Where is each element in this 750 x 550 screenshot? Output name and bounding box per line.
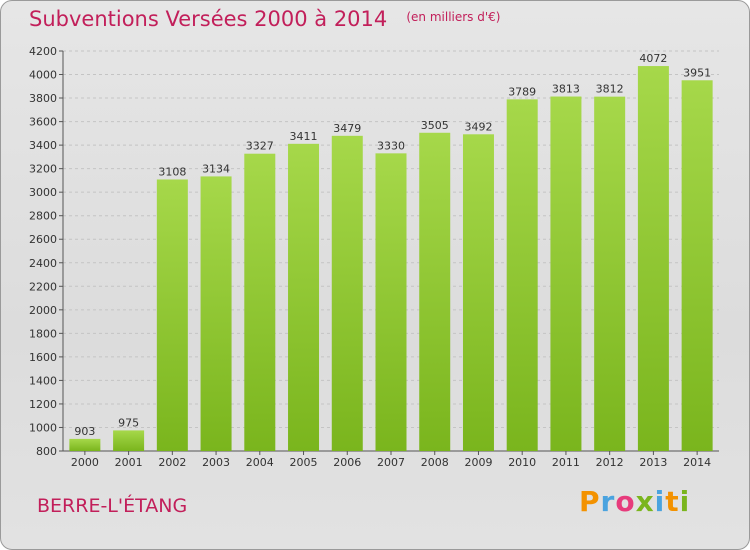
y-tick-label: 3000	[29, 186, 57, 199]
bar	[419, 132, 451, 451]
logo-letter: r	[600, 485, 616, 518]
bar-value-label: 975	[118, 416, 139, 429]
y-tick-label: 4200	[29, 45, 57, 58]
y-tick-label: 3400	[29, 139, 57, 152]
bar	[462, 134, 494, 451]
bar-value-label: 3789	[508, 85, 536, 98]
bar-value-label: 3492	[464, 120, 492, 133]
x-tick-label: 2009	[464, 456, 492, 469]
x-tick-label: 2011	[552, 456, 580, 469]
x-tick-label: 2014	[683, 456, 711, 469]
y-tick-label: 2400	[29, 257, 57, 270]
bar-value-label: 3134	[202, 162, 230, 175]
logo-letter: i	[654, 485, 666, 518]
x-tick-label: 2007	[377, 456, 405, 469]
y-tick-label: 1800	[29, 327, 57, 340]
bar-value-label: 903	[74, 425, 95, 438]
logo-letter: i	[679, 485, 691, 518]
bar	[681, 80, 713, 451]
x-tick-label: 2008	[421, 456, 449, 469]
chart-title: Subventions Versées 2000 à 2014	[29, 7, 388, 31]
y-tick-label: 2800	[29, 210, 57, 223]
bar-value-label: 3479	[333, 122, 361, 135]
bar	[506, 99, 538, 452]
x-tick-label: 2004	[246, 456, 274, 469]
y-tick-label: 4000	[29, 69, 57, 82]
x-tick-label: 2003	[202, 456, 230, 469]
bar	[113, 430, 145, 451]
logo-letter: x	[635, 485, 655, 518]
bar-value-label: 3411	[290, 130, 318, 143]
y-tick-label: 2000	[29, 304, 57, 317]
x-tick-label: 2012	[596, 456, 624, 469]
x-tick-label: 2006	[333, 456, 361, 469]
logo-letter: P	[579, 485, 601, 518]
x-tick-label: 2013	[639, 456, 667, 469]
bar	[156, 179, 188, 451]
x-tick-label: 2005	[290, 456, 318, 469]
x-tick-label: 2002	[158, 456, 186, 469]
bar	[200, 176, 232, 452]
y-tick-label: 3600	[29, 116, 57, 129]
logo-letter: o	[615, 485, 636, 518]
bar-value-label: 3812	[596, 83, 624, 96]
bar	[244, 153, 276, 452]
y-tick-label: 800	[36, 445, 57, 458]
bar-value-label: 3951	[683, 66, 711, 79]
x-tick-label: 2000	[71, 456, 99, 469]
bar-value-label: 4072	[639, 52, 667, 65]
y-tick-label: 2200	[29, 280, 57, 293]
title-row: Subventions Versées 2000 à 2014 (en mill…	[29, 7, 500, 31]
y-tick-label: 1400	[29, 374, 57, 387]
bar	[288, 143, 320, 451]
bar-value-label: 3505	[421, 119, 449, 132]
logo-letter: t	[665, 485, 680, 518]
bar-value-label: 3330	[377, 139, 405, 152]
bar	[69, 438, 101, 451]
x-tick-label: 2010	[508, 456, 536, 469]
proxiti-logo: Proxiti	[579, 485, 690, 518]
y-tick-label: 1000	[29, 421, 57, 434]
y-tick-label: 3800	[29, 92, 57, 105]
bar-value-label: 3327	[246, 140, 274, 153]
bar	[550, 96, 582, 451]
y-tick-label: 2600	[29, 233, 57, 246]
bar	[331, 135, 363, 451]
x-tick-label: 2001	[115, 456, 143, 469]
y-tick-label: 3200	[29, 163, 57, 176]
bar-value-label: 3108	[158, 165, 186, 178]
bar	[594, 96, 626, 451]
bar	[637, 66, 669, 451]
y-tick-label: 1600	[29, 351, 57, 364]
chart-subtitle: (en milliers d'€)	[406, 10, 501, 24]
bar	[375, 153, 407, 451]
bar-value-label: 3813	[552, 83, 580, 96]
y-tick-label: 1200	[29, 398, 57, 411]
place-name: BERRE-L'ÉTANG	[37, 495, 188, 517]
